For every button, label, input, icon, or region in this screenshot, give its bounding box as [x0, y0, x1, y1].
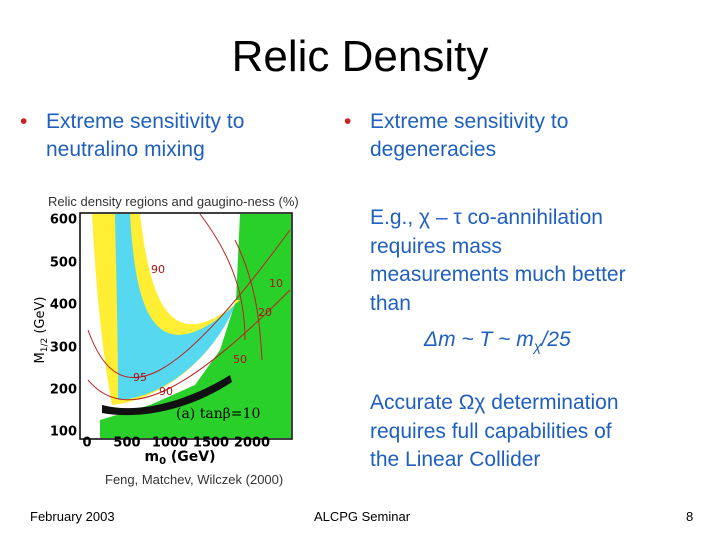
text-line: requires full capabilities of: [370, 419, 612, 443]
y-tick-label: 400: [50, 298, 77, 313]
contour: [87, 289, 291, 401]
label-main: m: [144, 449, 159, 465]
region: [115, 214, 235, 400]
bullet-line: Extreme sensitivity to: [46, 110, 245, 133]
contour-label: 95: [133, 371, 147, 384]
text-line: Accurate Ωχ determination: [370, 391, 619, 414]
bullet-line: Extreme sensitivity to: [370, 110, 569, 133]
bullet-dot: •: [20, 110, 28, 133]
label-sub: 1/2: [40, 338, 50, 352]
y-tick-label: 500: [50, 256, 77, 271]
x-tick-label: 1000: [152, 436, 188, 451]
formula-sub: χ: [533, 338, 542, 355]
region: [100, 214, 291, 438]
contour-label: 50: [233, 353, 247, 366]
footer-date: February 2003: [30, 509, 115, 524]
bullet-line: degeneracies: [370, 138, 497, 161]
label-sub: 0: [159, 456, 166, 467]
label-main: (GeV): [166, 449, 216, 465]
footer-event: ALCPG Seminar: [313, 509, 411, 524]
slide-title: Relic Density: [231, 32, 489, 81]
bullet-line: neutralino mixing: [46, 138, 205, 161]
contour-label: 20: [258, 306, 272, 319]
formula: Δm ~ T ~ mχ/25: [424, 326, 571, 361]
panel-label: (a) tanβ=10: [176, 406, 260, 422]
text-line: than: [370, 291, 411, 315]
bullet-dot: •: [344, 110, 352, 133]
x-axis-label: m0 (GeV): [144, 449, 215, 467]
formula-main: /25: [541, 328, 571, 351]
label-main: M: [33, 352, 48, 363]
figure-credit: Feng, Matchev, Wilczek (2000): [105, 472, 284, 487]
bullet: • Extreme sensitivity to neutralino mixi…: [20, 108, 245, 164]
paragraph: E.g., χ – τ co-annihilation requires mas…: [370, 204, 626, 318]
figure-caption: Relic density regions and gaugino-ness (…: [48, 194, 299, 209]
text-line: the Linear Collider: [370, 448, 541, 471]
text-line: requires mass: [370, 234, 502, 258]
x-tick-label: 500: [113, 436, 140, 451]
y-axis-label: M1/2 (GeV): [33, 297, 50, 364]
y-tick-label: 100: [50, 425, 77, 440]
contour-label: 10: [269, 277, 283, 290]
text-line: measurements much better: [370, 263, 626, 286]
y-tick-label: 300: [50, 341, 77, 356]
contour: [87, 229, 291, 379]
contour: [199, 213, 246, 341]
region: [102, 375, 232, 416]
y-tick-label: 200: [50, 383, 77, 398]
x-tick-label: 2000: [234, 436, 270, 451]
y-tick-label: 600: [50, 213, 77, 228]
contour-label: 90: [159, 385, 173, 398]
contour: [234, 239, 263, 361]
text-line: E.g., χ – τ co-annihilation: [370, 206, 603, 229]
page-number: 8: [686, 509, 694, 524]
contour-label: 90: [151, 263, 165, 276]
x-tick-label: 0: [82, 436, 91, 451]
label-main: (GeV): [33, 297, 48, 338]
bullet: • Extreme sensitivity to degeneracies: [344, 108, 569, 164]
formula-main: Δm ~ T ~ m: [424, 328, 534, 351]
x-tick-label: 1500: [193, 436, 229, 451]
paragraph: Accurate Ωχ determination requires full …: [370, 389, 619, 475]
